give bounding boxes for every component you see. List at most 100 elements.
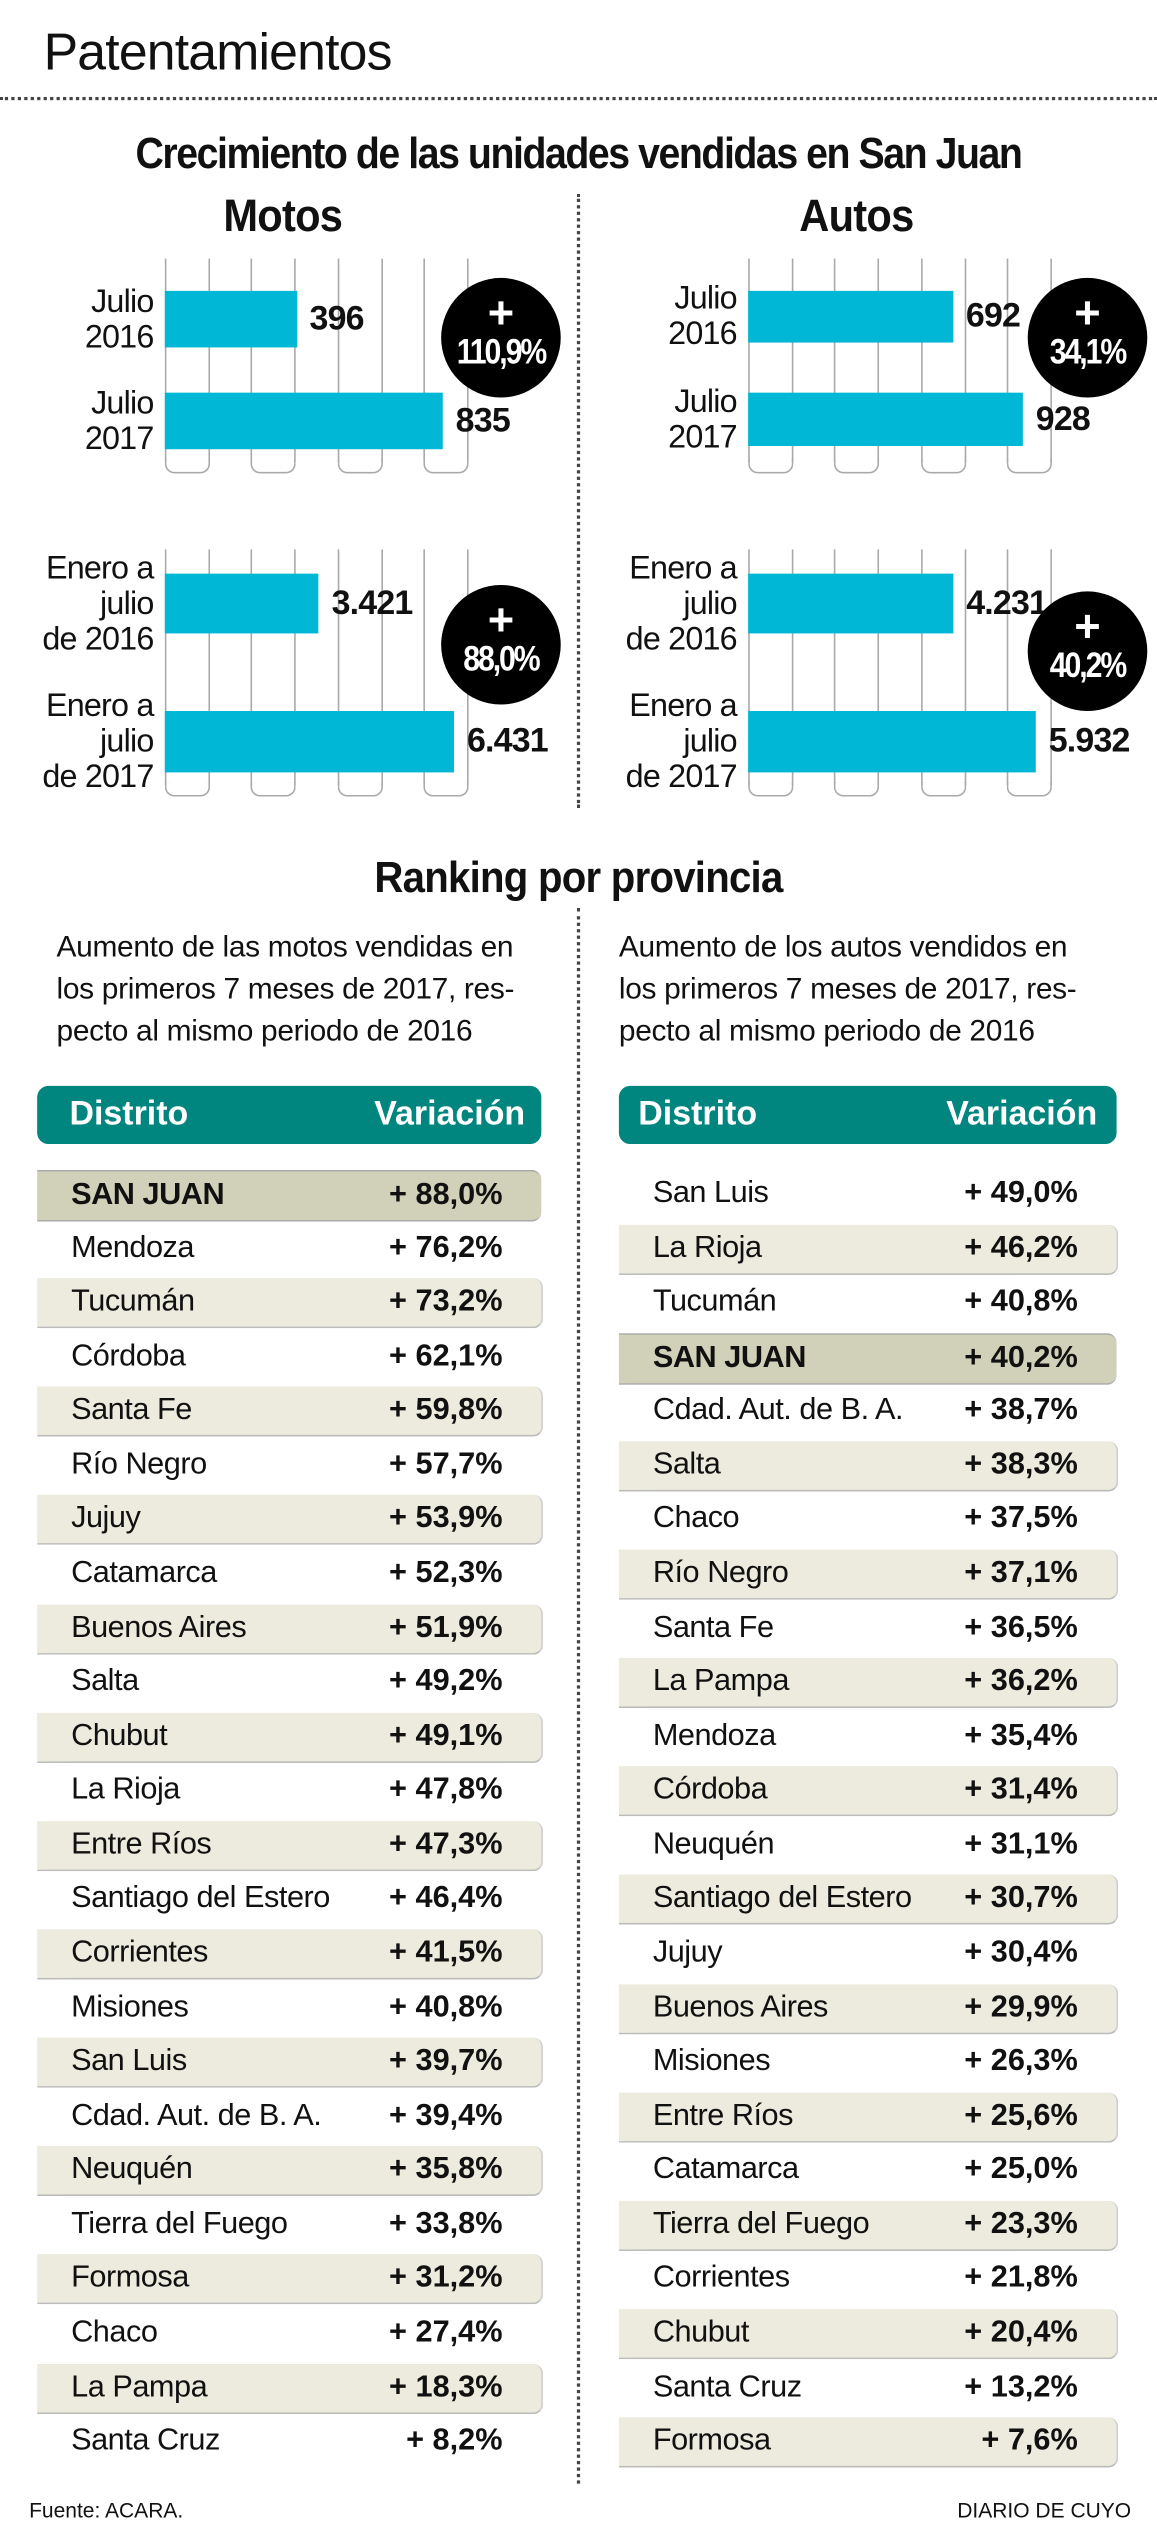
bar-value-label: 396 xyxy=(309,299,365,337)
district-name: Corrientes xyxy=(71,1935,208,1970)
variation-value: + 39,7% xyxy=(389,2044,503,2079)
district-name: Formosa xyxy=(652,2424,771,2458)
table-row: Buenos Aires + 29,9% xyxy=(618,1983,1119,2034)
description-line: pecto al mismo periodo de 2016 xyxy=(56,1013,473,1048)
bar-category-label: Enero a julio de 2017 xyxy=(8,688,154,795)
variation-value: + 30,4% xyxy=(964,1935,1078,1970)
bar-category-label: Julio 2016 xyxy=(591,281,737,353)
table-row: Jujuy + 53,9% xyxy=(37,1495,543,1546)
bar xyxy=(164,290,297,348)
table-row: Catamarca + 25,0% xyxy=(619,2146,1117,2194)
variation-value: + 53,9% xyxy=(389,1501,503,1536)
table-row: La Rioja + 46,2% xyxy=(618,1224,1119,1275)
label-line: de 2016 xyxy=(42,621,154,657)
label-line: 2017 xyxy=(84,420,154,457)
district-name: Tucumán xyxy=(652,1284,777,1319)
bar xyxy=(164,392,443,450)
growth-percent: 40,2% xyxy=(1049,644,1127,686)
gridline xyxy=(164,258,167,463)
table-row: Cdad. Aut. de B. A. + 39,4% xyxy=(37,2092,541,2140)
bar-category-label: Enero a julio de 2016 xyxy=(8,550,154,657)
source-note: Fuente: ACARA. xyxy=(29,2498,184,2523)
label-line: 2016 xyxy=(668,316,737,353)
district-name: Buenos Aires xyxy=(652,1990,829,2024)
column-header-distrito: Distrito xyxy=(638,1095,758,1133)
growth-percent: 34,1% xyxy=(1049,331,1127,372)
district-name: Santiago del Estero xyxy=(652,1881,912,1916)
table-row: Santiago del Estero + 46,4% xyxy=(37,1875,541,1923)
table-row: La Pampa + 36,2% xyxy=(618,1658,1119,1709)
gridline xyxy=(380,549,383,786)
autos-description: Aumento de los autos vendidos en los pri… xyxy=(619,926,1136,1052)
variation-value: + 88,0% xyxy=(389,1177,503,1212)
district-name: Entre Ríos xyxy=(71,1827,212,1862)
district-name: SAN JUAN xyxy=(652,1340,807,1375)
district-name: Santa Fe xyxy=(652,1610,774,1645)
table-row: SAN JUAN + 40,2% xyxy=(618,1332,1117,1385)
table-row: Salta + 49,2% xyxy=(37,1658,541,1706)
variation-value: + 31,1% xyxy=(964,1827,1078,1862)
label-line: Enero a xyxy=(629,550,737,586)
variation-value: + 35,4% xyxy=(964,1718,1078,1753)
gridline xyxy=(791,258,793,463)
bar-value-label: 835 xyxy=(455,401,511,439)
variation-value: + 49,1% xyxy=(389,1718,503,1753)
table-row: San Luis + 39,7% xyxy=(37,2037,543,2088)
district-name: Córdoba xyxy=(71,1339,186,1374)
gridline xyxy=(963,549,966,786)
variation-value: + 35,8% xyxy=(389,2152,503,2187)
table-row: Río Negro + 37,1% xyxy=(618,1549,1119,1600)
variation-value: + 30,7% xyxy=(964,1881,1078,1916)
gridline xyxy=(1007,549,1009,786)
gridline xyxy=(423,549,426,786)
gridline xyxy=(791,549,793,786)
gridline-cap xyxy=(834,782,880,797)
bar-category-label: Julio 2017 xyxy=(8,385,154,457)
bar xyxy=(748,573,954,634)
table-row: Santiago del Estero + 30,7% xyxy=(618,1875,1119,1926)
table-row: Jujuy + 30,4% xyxy=(619,1929,1117,1977)
table-row: Santa Cruz + 8,2% xyxy=(37,2418,541,2466)
district-name: Cdad. Aut. de B. A. xyxy=(652,1393,904,1428)
district-name: Santiago del Estero xyxy=(71,1881,330,1916)
variation-value: + 41,5% xyxy=(389,1935,503,1970)
district-name: Salta xyxy=(71,1664,139,1699)
table-row: Tierra del Fuego + 33,8% xyxy=(37,2201,541,2249)
variation-value: + 33,8% xyxy=(389,2207,503,2241)
variation-value: + 52,3% xyxy=(389,1556,503,1591)
label-line: Julio xyxy=(674,281,737,317)
gridline xyxy=(920,549,923,786)
variation-value: + 73,2% xyxy=(389,1284,503,1319)
divider xyxy=(576,908,581,2484)
gridline xyxy=(963,258,966,463)
variation-value: + 57,7% xyxy=(389,1447,503,1482)
variation-value: + 38,7% xyxy=(964,1393,1078,1428)
gridline-cap xyxy=(920,458,966,474)
bar-value-label: 4.231 xyxy=(966,584,1048,622)
bar-value-label: 692 xyxy=(965,297,1021,335)
table-row: Mendoza + 35,4% xyxy=(619,1712,1117,1760)
gridline xyxy=(748,549,750,786)
district-name: Jujuy xyxy=(652,1935,723,1970)
variation-value: + 49,2% xyxy=(389,1664,503,1699)
district-name: Neuquén xyxy=(652,1827,775,1862)
growth-percent: 110,9% xyxy=(456,331,548,372)
variation-value: + 36,2% xyxy=(964,1664,1078,1699)
plus-sign: + xyxy=(487,594,515,645)
variation-value: + 47,3% xyxy=(389,1827,503,1862)
bar xyxy=(164,573,319,634)
bar xyxy=(164,710,455,773)
label-line: Julio xyxy=(674,383,737,420)
column-header-variacion: Variación xyxy=(374,1095,526,1133)
label-line: de 2017 xyxy=(625,759,738,796)
label-line: julio xyxy=(100,585,154,622)
variation-value: + 23,3% xyxy=(964,2207,1078,2241)
district-name: Chubut xyxy=(71,1718,168,1753)
gridline-cap xyxy=(337,782,383,797)
column-header-variacion: Variación xyxy=(946,1095,1098,1133)
table-row: Chaco + 37,5% xyxy=(619,1495,1117,1543)
motos-description: Aumento de las motos vendidas en los pri… xyxy=(57,926,574,1052)
variation-value: + 49,0% xyxy=(964,1176,1078,1211)
label-line: de 2016 xyxy=(625,621,738,657)
